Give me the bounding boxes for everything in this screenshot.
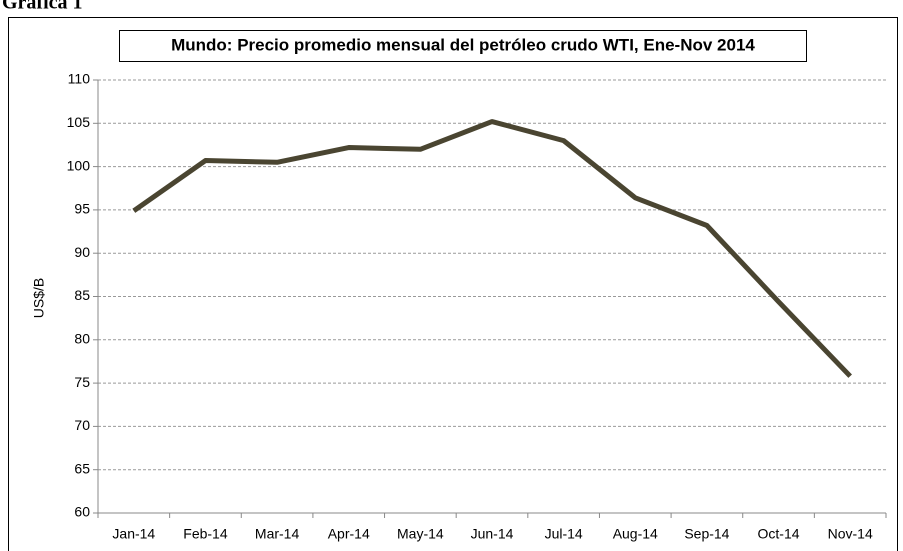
y-tick-label: 100 xyxy=(67,157,91,173)
y-axis-label: US$/B xyxy=(31,278,47,318)
chart-border xyxy=(8,17,898,551)
x-tick-label: Mar-14 xyxy=(255,526,300,542)
y-tick-label: 65 xyxy=(74,460,90,476)
y-tick-label: 80 xyxy=(74,331,90,347)
x-tick-label: May-14 xyxy=(397,526,444,542)
x-tick-label: Apr-14 xyxy=(328,526,370,542)
y-tick-label: 75 xyxy=(74,374,90,390)
y-tick-label: 85 xyxy=(74,287,90,303)
y-tick-label: 60 xyxy=(74,504,90,520)
title-box xyxy=(119,30,807,62)
x-tick-label: Oct-14 xyxy=(758,526,800,542)
line-series xyxy=(132,119,852,378)
heading: Gráfica 1 xyxy=(2,0,83,14)
y-tick-label: 70 xyxy=(74,417,90,433)
chart-title: Mundo: Precio promedio mensual del petró… xyxy=(171,35,755,54)
x-tick-label: Nov-14 xyxy=(828,526,873,542)
x-tick-label: Jul-14 xyxy=(545,526,583,542)
x-tick-label: Jun-14 xyxy=(471,526,514,542)
x-tick-label: Sep-14 xyxy=(684,526,729,542)
y-tick-label: 95 xyxy=(74,201,90,217)
y-tick-label: 105 xyxy=(67,114,91,130)
x-tick-label: Aug-14 xyxy=(613,526,658,542)
x-tick-label: Jan-14 xyxy=(112,526,155,542)
y-tick-label: 90 xyxy=(74,244,90,260)
x-tick-label: Feb-14 xyxy=(183,526,228,542)
y-tick-label: 110 xyxy=(68,71,91,87)
